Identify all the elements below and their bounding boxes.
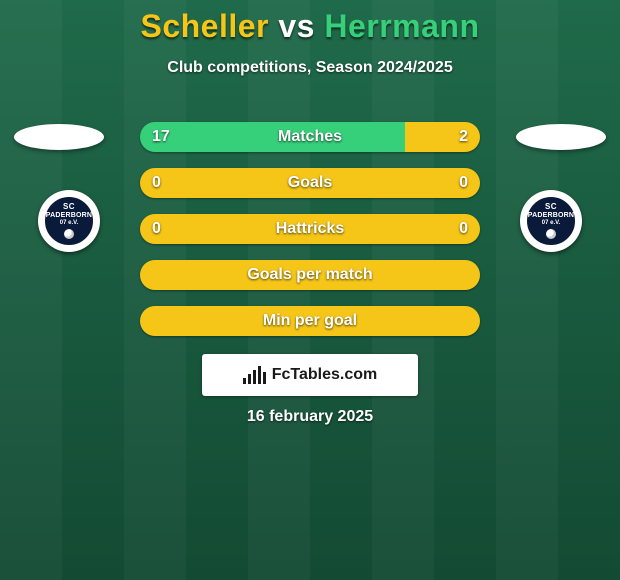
stat-row: Goals0 0 xyxy=(140,168,480,198)
stat-value-left: 17 xyxy=(152,122,170,152)
stat-row: Min per goal xyxy=(140,306,480,336)
title-vs: vs xyxy=(278,8,315,44)
player2-club-badge: SC PADERBORN 07 e.V. xyxy=(520,190,582,252)
stat-label: Goals xyxy=(140,168,480,198)
stat-label: Min per goal xyxy=(140,306,480,336)
club-badge-year: 07 e.V. xyxy=(60,220,78,226)
club-badge-ball-icon xyxy=(546,229,556,239)
club-badge-line2: PADERBORN xyxy=(46,212,92,219)
brand-bar-icon-segment xyxy=(243,378,246,384)
stat-rows: Matches172Goals00Hattricks00Goals per ma… xyxy=(140,122,480,352)
stat-row: Goals per match xyxy=(140,260,480,290)
page-title: Scheller vs Herrmann xyxy=(0,0,620,45)
stat-row: Matches17 2 xyxy=(140,122,480,152)
player1-avatar-placeholder xyxy=(14,124,104,150)
club-badge-inner: SC PADERBORN 07 e.V. xyxy=(45,197,93,245)
subtitle: Club competitions, Season 2024/2025 xyxy=(0,59,620,77)
brand-bar-icon-segment xyxy=(253,370,256,384)
pitch-background: Scheller vs Herrmann Club competitions, … xyxy=(0,0,620,580)
stat-value-left: 0 xyxy=(152,168,161,198)
date-label: 16 february 2025 xyxy=(0,408,620,426)
brand-bar-icon-segment xyxy=(263,372,266,384)
club-badge-ball-icon xyxy=(64,229,74,239)
club-badge-inner: SC PADERBORN 07 e.V. xyxy=(527,197,575,245)
stat-value-left: 0 xyxy=(152,214,161,244)
brand-text: FcTables.com xyxy=(272,366,378,384)
stat-value-right: 0 xyxy=(459,168,468,198)
player1-club-badge: SC PADERBORN 07 e.V. xyxy=(38,190,100,252)
stat-value-right: 0 xyxy=(459,214,468,244)
player2-avatar-placeholder xyxy=(516,124,606,150)
stat-row: Hattricks0 0 xyxy=(140,214,480,244)
title-player2: Herrmann xyxy=(324,8,479,44)
club-badge-line1: SC xyxy=(545,203,557,211)
brand-bar-icon-segment xyxy=(258,366,261,384)
club-badge-line1: SC xyxy=(63,203,75,211)
club-badge-year: 07 e.V. xyxy=(542,220,560,226)
brand-box: FcTables.com xyxy=(202,354,418,396)
stat-label: Hattricks xyxy=(140,214,480,244)
stat-value-right: 2 xyxy=(459,122,468,152)
club-badge-line2: PADERBORN xyxy=(528,212,574,219)
brand-bars-icon xyxy=(243,366,266,384)
title-player1: Scheller xyxy=(140,8,269,44)
stat-label: Matches xyxy=(140,122,480,152)
brand-bar-icon-segment xyxy=(248,374,251,384)
stat-label: Goals per match xyxy=(140,260,480,290)
